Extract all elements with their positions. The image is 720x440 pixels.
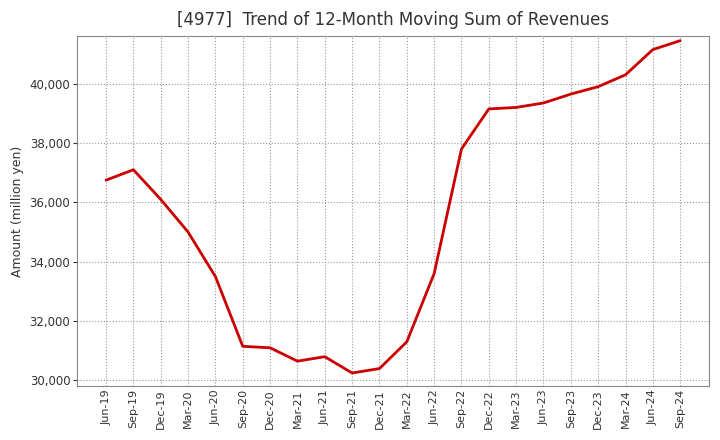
Title: [4977]  Trend of 12-Month Moving Sum of Revenues: [4977] Trend of 12-Month Moving Sum of R…	[177, 11, 609, 29]
Y-axis label: Amount (million yen): Amount (million yen)	[11, 146, 24, 277]
